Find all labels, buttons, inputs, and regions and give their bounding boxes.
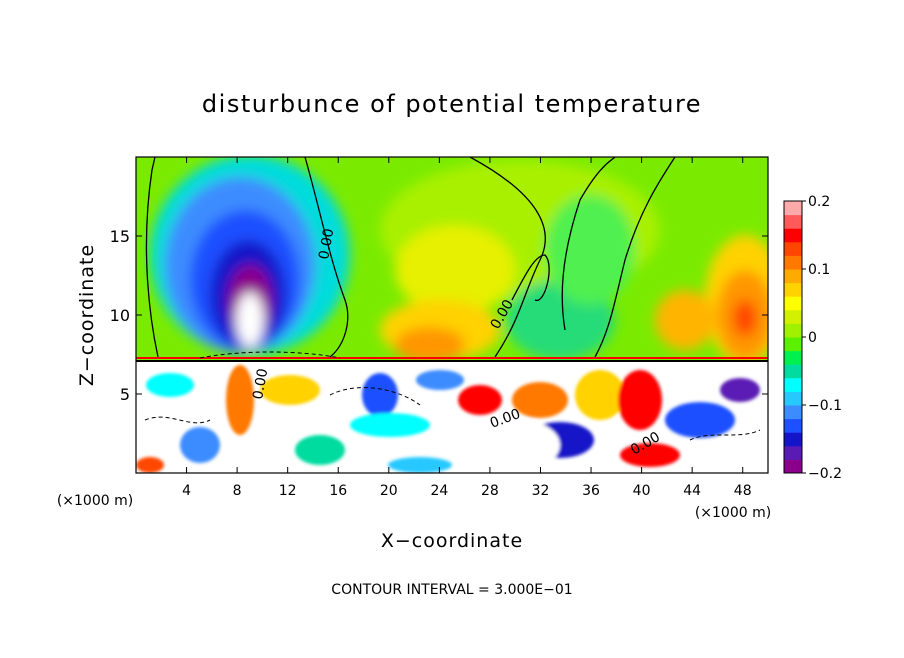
- x-axis-ticks: 4 8 12 16 20 24 28 32 36 40 44 48: [182, 157, 752, 499]
- x-axis-label: X−coordinate: [381, 530, 523, 552]
- colorbar-ticks: 0.2 0.1 0 −0.1 −0.2: [802, 194, 842, 482]
- colorbar-swatch-6: [784, 377, 802, 392]
- plot-area: 0.00 0.00 0.00 0.00 0.00: [136, 157, 768, 473]
- colorbar-swatch-8: [784, 350, 802, 365]
- colorbar-swatch-12: [784, 296, 802, 311]
- contour-label-0: 0.00: [316, 227, 337, 260]
- x-tick-label-1: 8: [233, 483, 242, 499]
- colorbar-tick-label-4: −0.2: [808, 466, 842, 482]
- chart-title: disturbunce of potential temperature: [202, 90, 702, 118]
- colorbar: [783, 200, 803, 474]
- colorbar-swatch-1: [784, 445, 802, 460]
- y-axis-label: Z−coordinate: [76, 244, 98, 386]
- colorbar-swatch-9: [784, 337, 802, 352]
- colorbar-swatch-19: [784, 201, 802, 216]
- y-tick-label-1: 10: [110, 306, 130, 325]
- colorbar-swatch-2: [784, 432, 802, 447]
- contour-label-2: 0.00: [250, 367, 271, 400]
- y-axis-ticks: 5 10 15: [110, 227, 768, 404]
- lower-layer-perturbations: [136, 365, 760, 473]
- colorbar-swatch-7: [784, 364, 802, 379]
- x-tick-label-0: 4: [182, 483, 191, 499]
- x-tick-label-10: 44: [683, 483, 701, 499]
- zero-contours: [145, 157, 676, 358]
- colorbar-swatch-5: [784, 391, 802, 406]
- colorbar-swatch-3: [784, 418, 802, 433]
- contour-interval-footer: CONTOUR INTERVAL = 3.000E−01: [331, 582, 572, 598]
- colorbar-tick-label-1: 0.1: [808, 262, 830, 278]
- x-tick-label-4: 20: [380, 483, 398, 499]
- x-tick-label-7: 32: [532, 483, 550, 499]
- colorbar-swatch-15: [784, 255, 802, 270]
- x-tick-label-8: 36: [582, 483, 600, 499]
- colorbar-swatch-0: [784, 459, 802, 474]
- x-unit-right: (×1000 m): [695, 505, 771, 521]
- colorbar-swatch-13: [784, 282, 802, 297]
- colorbar-swatch-17: [784, 228, 802, 243]
- colorbar-swatch-14: [784, 269, 802, 284]
- x-tick-label-5: 24: [430, 483, 448, 499]
- x-tick-label-3: 16: [329, 483, 347, 499]
- colorbar-swatch-18: [784, 214, 802, 229]
- y-tick-label-2: 15: [110, 227, 130, 246]
- x-tick-label-11: 48: [734, 483, 752, 499]
- upper-layer-anomalies: [150, 157, 768, 365]
- x-unit-left: (×1000 m): [57, 493, 133, 509]
- colorbar-tick-label-3: −0.1: [808, 398, 842, 414]
- x-tick-label-6: 28: [481, 483, 499, 499]
- negative-contours: [144, 351, 761, 441]
- colorbar-swatch-16: [784, 241, 802, 256]
- x-tick-label-2: 12: [279, 483, 297, 499]
- colorbar-swatch-10: [784, 323, 802, 338]
- colorbar-tick-label-0: 0.2: [808, 194, 830, 210]
- colorbar-tick-label-2: 0: [808, 330, 817, 346]
- colorbar-swatch-4: [784, 405, 802, 420]
- y-tick-label-0: 5: [120, 385, 130, 404]
- colorbar-swatch-11: [784, 309, 802, 324]
- x-tick-label-9: 40: [633, 483, 651, 499]
